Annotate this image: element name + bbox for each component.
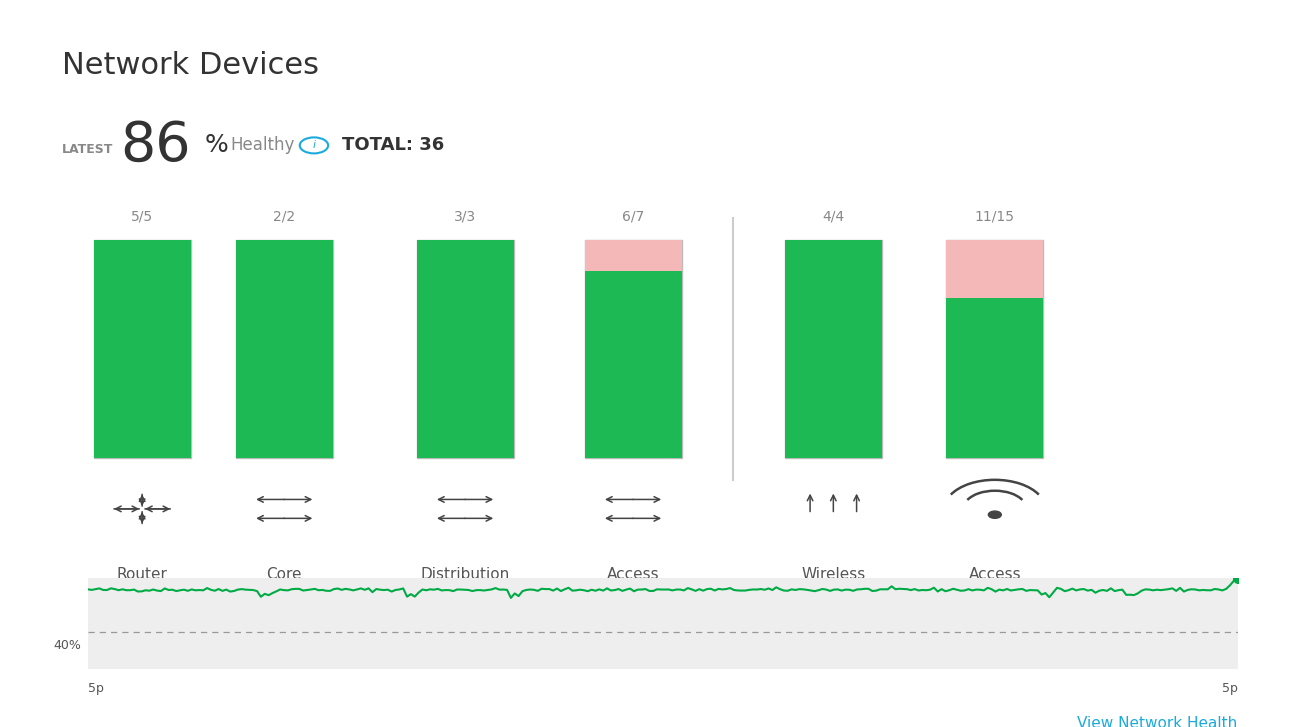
Text: TOTAL: 36: TOTAL: 36 bbox=[342, 137, 444, 154]
Text: 3/3: 3/3 bbox=[453, 210, 477, 224]
Text: 5p: 5p bbox=[1222, 682, 1238, 695]
Text: 40%: 40% bbox=[53, 639, 81, 651]
FancyBboxPatch shape bbox=[786, 240, 881, 458]
Text: View Network Health: View Network Health bbox=[1078, 716, 1238, 727]
Text: 5p: 5p bbox=[88, 682, 103, 695]
FancyBboxPatch shape bbox=[94, 240, 191, 458]
FancyBboxPatch shape bbox=[584, 240, 682, 271]
Text: Distribution: Distribution bbox=[420, 567, 510, 582]
Text: Access: Access bbox=[969, 567, 1021, 582]
FancyBboxPatch shape bbox=[416, 240, 514, 458]
FancyBboxPatch shape bbox=[416, 240, 514, 458]
FancyBboxPatch shape bbox=[786, 240, 881, 458]
Text: i: i bbox=[313, 140, 315, 150]
FancyBboxPatch shape bbox=[584, 271, 682, 458]
Text: Router: Router bbox=[116, 567, 168, 582]
Text: Core: Core bbox=[266, 567, 302, 582]
Text: Network Devices: Network Devices bbox=[62, 51, 319, 80]
Text: 5/5: 5/5 bbox=[130, 210, 154, 224]
Text: Point: Point bbox=[975, 607, 1014, 622]
FancyBboxPatch shape bbox=[235, 240, 333, 458]
Text: 6/7: 6/7 bbox=[621, 210, 645, 224]
Text: Access: Access bbox=[607, 567, 659, 582]
Text: 11/15: 11/15 bbox=[975, 210, 1014, 224]
FancyBboxPatch shape bbox=[947, 240, 1044, 298]
Text: Healthy: Healthy bbox=[230, 137, 295, 154]
FancyBboxPatch shape bbox=[947, 298, 1044, 458]
FancyBboxPatch shape bbox=[94, 240, 191, 458]
Text: %: % bbox=[204, 133, 227, 158]
Text: 86: 86 bbox=[120, 119, 191, 172]
Text: Controller: Controller bbox=[796, 607, 871, 622]
Circle shape bbox=[988, 511, 1001, 518]
FancyBboxPatch shape bbox=[584, 240, 682, 458]
FancyBboxPatch shape bbox=[947, 240, 1044, 458]
Text: LATEST: LATEST bbox=[62, 142, 114, 156]
Text: 4/4: 4/4 bbox=[822, 210, 845, 224]
Text: 2/2: 2/2 bbox=[273, 210, 296, 224]
Text: Wireless: Wireless bbox=[801, 567, 866, 582]
FancyBboxPatch shape bbox=[235, 240, 333, 458]
